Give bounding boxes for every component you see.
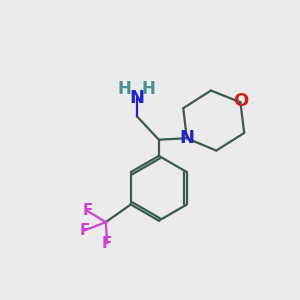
Text: F: F	[82, 203, 93, 218]
Text: N: N	[129, 88, 144, 106]
Text: H: H	[141, 80, 155, 98]
Text: F: F	[102, 236, 112, 251]
Text: O: O	[233, 92, 248, 110]
Text: N: N	[179, 129, 194, 147]
Text: F: F	[80, 223, 90, 238]
Text: H: H	[117, 80, 131, 98]
